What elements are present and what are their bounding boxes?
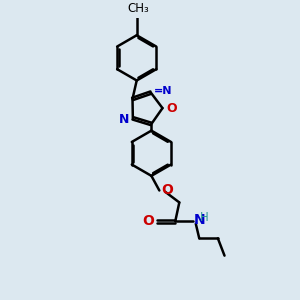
Text: =N: =N	[154, 85, 172, 95]
Text: CH₃: CH₃	[127, 2, 149, 15]
Text: H: H	[200, 211, 209, 224]
Text: O: O	[161, 183, 173, 197]
Text: N: N	[194, 213, 206, 227]
Text: O: O	[166, 102, 177, 115]
Text: O: O	[142, 214, 154, 228]
Text: N: N	[119, 113, 130, 126]
